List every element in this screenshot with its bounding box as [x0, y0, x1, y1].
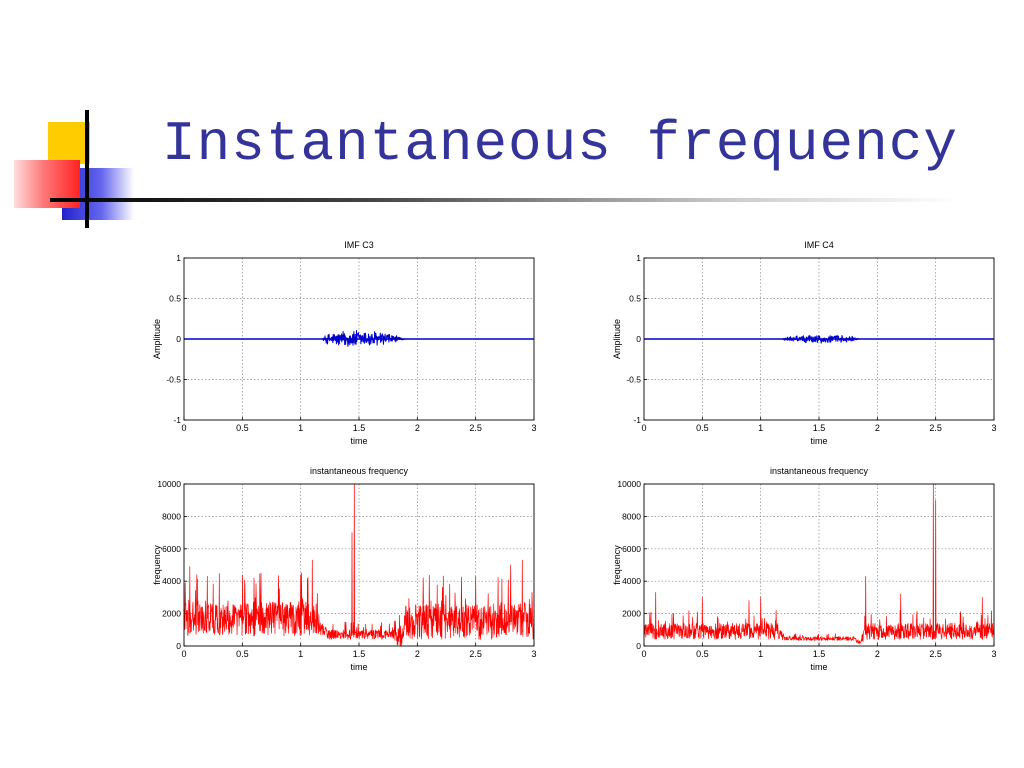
frequency-series-line	[183, 483, 535, 647]
x-axis-label: time	[810, 662, 827, 672]
y-tick-label: 0.5	[629, 294, 641, 304]
y-tick-label: 0.5	[169, 294, 181, 304]
y-tick-label: 6000	[622, 544, 641, 554]
y-tick-label: 4000	[162, 576, 181, 586]
plot-frame	[643, 483, 995, 647]
x-tick-label: 2.5	[929, 649, 942, 659]
plot-imf-c4: 0 0.5 1 1.5 2 2.5 3 -1 -0.5 0 0.5 1 IMF C4 time Amplit…	[608, 236, 1000, 448]
plot-frame	[183, 257, 535, 421]
y-tick-label: 6000	[162, 544, 181, 554]
y-tick-label: 4000	[622, 576, 641, 586]
c3-amp-svg: 0 0.5 1 1.5 2 2.5 3 -1 -0.5 0 0.5 1 IMF C3 time Amplit…	[152, 240, 537, 446]
x-axis-label: time	[810, 436, 827, 446]
x-tick-label: 0	[641, 649, 646, 659]
y-tick-label: -1	[173, 415, 181, 425]
plot-frame	[183, 483, 535, 647]
x-tick-label: 3	[531, 649, 536, 659]
x-tick-label: 0	[641, 423, 646, 433]
x-axis-label: time	[350, 662, 367, 672]
ornament-yellow-square	[48, 122, 90, 164]
x-tick-label: 2.5	[929, 423, 942, 433]
y-tick-label: -1	[633, 415, 641, 425]
ornament-vertical-line	[85, 110, 89, 228]
y-tick-label: 2000	[622, 609, 641, 619]
y-tick-label: -0.5	[626, 375, 641, 385]
c4-amp-svg: 0 0.5 1 1.5 2 2.5 3 -1 -0.5 0 0.5 1 IMF C4 time Amplit…	[612, 240, 997, 446]
x-tick-label: 2.5	[469, 423, 482, 433]
chart-title: IMF C3	[344, 240, 374, 250]
x-tick-label: 0.5	[696, 423, 709, 433]
x-tick-label: 2	[415, 423, 420, 433]
y-tick-label: 8000	[162, 511, 181, 521]
x-tick-label: 3	[531, 423, 536, 433]
y-axis-label: Amplitude	[152, 319, 162, 359]
x-axis-label: time	[350, 436, 367, 446]
title-underline	[50, 198, 960, 202]
x-tick-label: 2	[415, 649, 420, 659]
y-axis-label: frequency	[612, 545, 622, 585]
x-tick-label: 3	[991, 423, 996, 433]
y-tick-label: 2000	[162, 609, 181, 619]
y-tick-label: 1	[636, 253, 641, 263]
x-tick-label: 1.5	[813, 649, 826, 659]
slide-title: Instantaneous frequency	[162, 112, 958, 176]
plot-frame	[643, 257, 995, 421]
y-tick-label: 10000	[157, 479, 181, 489]
x-tick-label: 3	[991, 649, 996, 659]
c4-freq-svg: 0 0.5 1 1.5 2 2.5 3 0 2000 4000 6000 8000 10000 insta…	[612, 466, 997, 672]
x-tick-label: 1.5	[353, 649, 366, 659]
x-tick-label: 2	[875, 649, 880, 659]
plot-instantaneous-frequency-c4: 0 0.5 1 1.5 2 2.5 3 0 2000 4000 6000 8000 10000 insta…	[608, 462, 1000, 674]
x-tick-label: 1	[758, 649, 763, 659]
plot-instantaneous-frequency-c3: 0 0.5 1 1.5 2 2.5 3 0 2000 4000 6000 8000 10000 insta…	[148, 462, 540, 674]
x-tick-label: 0	[181, 649, 186, 659]
x-tick-label: 2.5	[469, 649, 482, 659]
y-tick-label: 10000	[617, 479, 641, 489]
x-tick-label: 1	[298, 423, 303, 433]
x-tick-label: 1.5	[813, 423, 826, 433]
x-tick-label: 1	[298, 649, 303, 659]
frequency-series-line	[643, 483, 995, 645]
x-tick-label: 1	[758, 423, 763, 433]
chart-title: IMF C4	[804, 240, 834, 250]
x-tick-label: 2	[875, 423, 880, 433]
y-axis-label: Amplitude	[612, 319, 622, 359]
y-tick-label: 0	[176, 334, 181, 344]
y-tick-label: 1	[176, 253, 181, 263]
chart-title: instantaneous frequency	[770, 466, 869, 476]
y-tick-label: 0	[636, 641, 641, 651]
chart-title: instantaneous frequency	[310, 466, 409, 476]
y-axis-label: frequency	[152, 545, 162, 585]
plot-imf-c3: 0 0.5 1 1.5 2 2.5 3 -1 -0.5 0 0.5 1 IMF C3 time Amplit…	[148, 236, 540, 448]
y-tick-label: 8000	[622, 511, 641, 521]
x-tick-label: 0.5	[696, 649, 709, 659]
x-tick-label: 0	[181, 423, 186, 433]
x-tick-label: 1.5	[353, 423, 366, 433]
title-ornament	[0, 0, 150, 240]
y-tick-label: 0	[176, 641, 181, 651]
c3-freq-svg: 0 0.5 1 1.5 2 2.5 3 0 2000 4000 6000 8000 10000 insta…	[152, 466, 537, 672]
y-tick-label: 0	[636, 334, 641, 344]
y-tick-label: -0.5	[166, 375, 181, 385]
x-tick-label: 0.5	[236, 423, 249, 433]
x-tick-label: 0.5	[236, 649, 249, 659]
